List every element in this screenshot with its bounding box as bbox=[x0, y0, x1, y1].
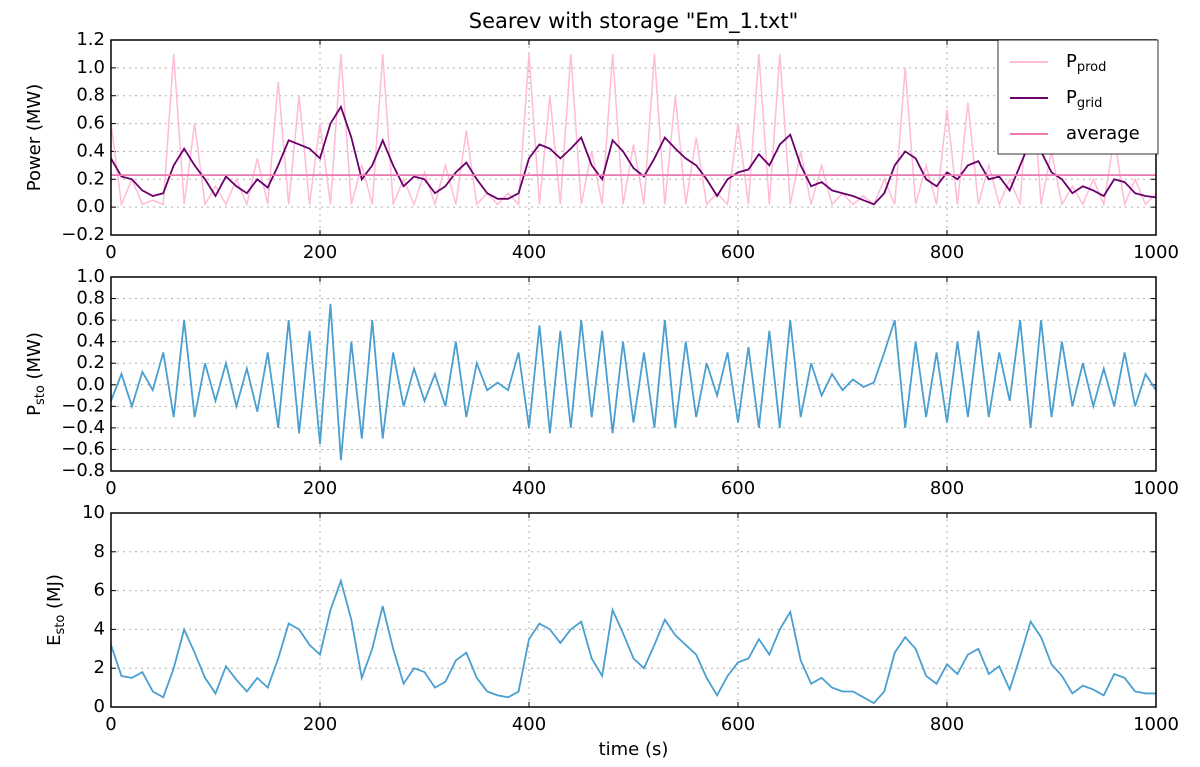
legend-label: Pprod bbox=[1066, 51, 1106, 75]
y-tick-label: 10 bbox=[82, 502, 105, 523]
y-tick-label: 0.0 bbox=[76, 196, 105, 217]
plot-frame bbox=[110, 512, 1157, 708]
y-axis-label: Power (MW) bbox=[24, 84, 45, 192]
y-tick-label: 0.6 bbox=[76, 309, 105, 330]
y-tick-label: −0.2 bbox=[61, 224, 105, 245]
y-tick-label: 0.6 bbox=[76, 113, 105, 134]
y-tick-label: 8 bbox=[94, 541, 105, 562]
y-tick-label: 4 bbox=[94, 618, 105, 639]
y-axis-label-unit: (MJ) bbox=[44, 574, 65, 615]
y-axis-label-main: E bbox=[44, 635, 65, 646]
legend-name: P bbox=[1066, 51, 1077, 72]
y-tick-label: 0.8 bbox=[76, 288, 105, 309]
y-tick-label: 1.0 bbox=[76, 266, 105, 287]
x-tick-label: 800 bbox=[930, 242, 964, 263]
x-tick-label: 600 bbox=[721, 478, 755, 499]
y-axis-label-main: P bbox=[24, 405, 45, 416]
plot-frame bbox=[110, 276, 1157, 472]
y-axis-label-unit: (MW) bbox=[24, 332, 45, 385]
y-tick-label: 6 bbox=[94, 580, 105, 601]
chart-title: Searev with storage "Em_1.txt" bbox=[469, 9, 798, 34]
x-tick-label: 400 bbox=[512, 242, 546, 263]
x-tick-label: 600 bbox=[721, 242, 755, 263]
series-line bbox=[111, 303, 1156, 461]
series-line bbox=[111, 577, 1156, 705]
x-tick-label: 200 bbox=[303, 478, 337, 499]
legend-label: average bbox=[1066, 123, 1140, 144]
y-tick-label: −0.2 bbox=[61, 395, 105, 416]
y-tick-label: 0.4 bbox=[76, 140, 105, 161]
x-tick-label: 200 bbox=[303, 242, 337, 263]
y-tick-label: 2 bbox=[94, 657, 105, 678]
x-tick-label: 1000 bbox=[1133, 714, 1179, 735]
y-tick-label: 1.0 bbox=[76, 57, 105, 78]
x-tick-label: 400 bbox=[512, 714, 546, 735]
y-tick-label: −0.8 bbox=[61, 460, 105, 481]
x-tick-label: 200 bbox=[303, 714, 337, 735]
x-tick-label: 0 bbox=[105, 478, 116, 499]
legend-subscript: grid bbox=[1077, 96, 1102, 111]
y-tick-label: 0.4 bbox=[76, 331, 105, 352]
y-axis-label: Psto (MW) bbox=[24, 332, 48, 416]
y-tick-label: 1.2 bbox=[76, 29, 105, 50]
x-tick-label: 800 bbox=[930, 714, 964, 735]
series-line bbox=[111, 104, 1156, 206]
y-tick-label: 0 bbox=[94, 696, 105, 717]
y-axis-label-sub: sto bbox=[53, 615, 68, 635]
x-axis-label: time (s) bbox=[599, 739, 669, 760]
y-axis-label: Esto (MJ) bbox=[44, 574, 68, 646]
y-tick-label: −0.4 bbox=[61, 417, 105, 438]
legend-subscript: prod bbox=[1077, 60, 1107, 75]
x-tick-label: 400 bbox=[512, 478, 546, 499]
x-tick-label: 600 bbox=[721, 714, 755, 735]
x-tick-label: 800 bbox=[930, 478, 964, 499]
legend-name: P bbox=[1066, 87, 1077, 108]
series-line bbox=[111, 53, 1156, 208]
y-tick-label: 0.0 bbox=[76, 374, 105, 395]
x-tick-label: 0 bbox=[105, 714, 116, 735]
x-tick-label: 0 bbox=[105, 242, 116, 263]
y-tick-label: −0.6 bbox=[61, 438, 105, 459]
legend-label: Pgrid bbox=[1066, 87, 1102, 111]
y-axis-label-sub: sto bbox=[33, 385, 48, 405]
x-tick-label: 1000 bbox=[1133, 478, 1179, 499]
x-tick-label: 1000 bbox=[1133, 242, 1179, 263]
y-tick-label: 0.2 bbox=[76, 168, 105, 189]
legend-name: average bbox=[1066, 123, 1140, 144]
y-tick-label: 0.2 bbox=[76, 352, 105, 373]
y-tick-label: 0.8 bbox=[76, 85, 105, 106]
